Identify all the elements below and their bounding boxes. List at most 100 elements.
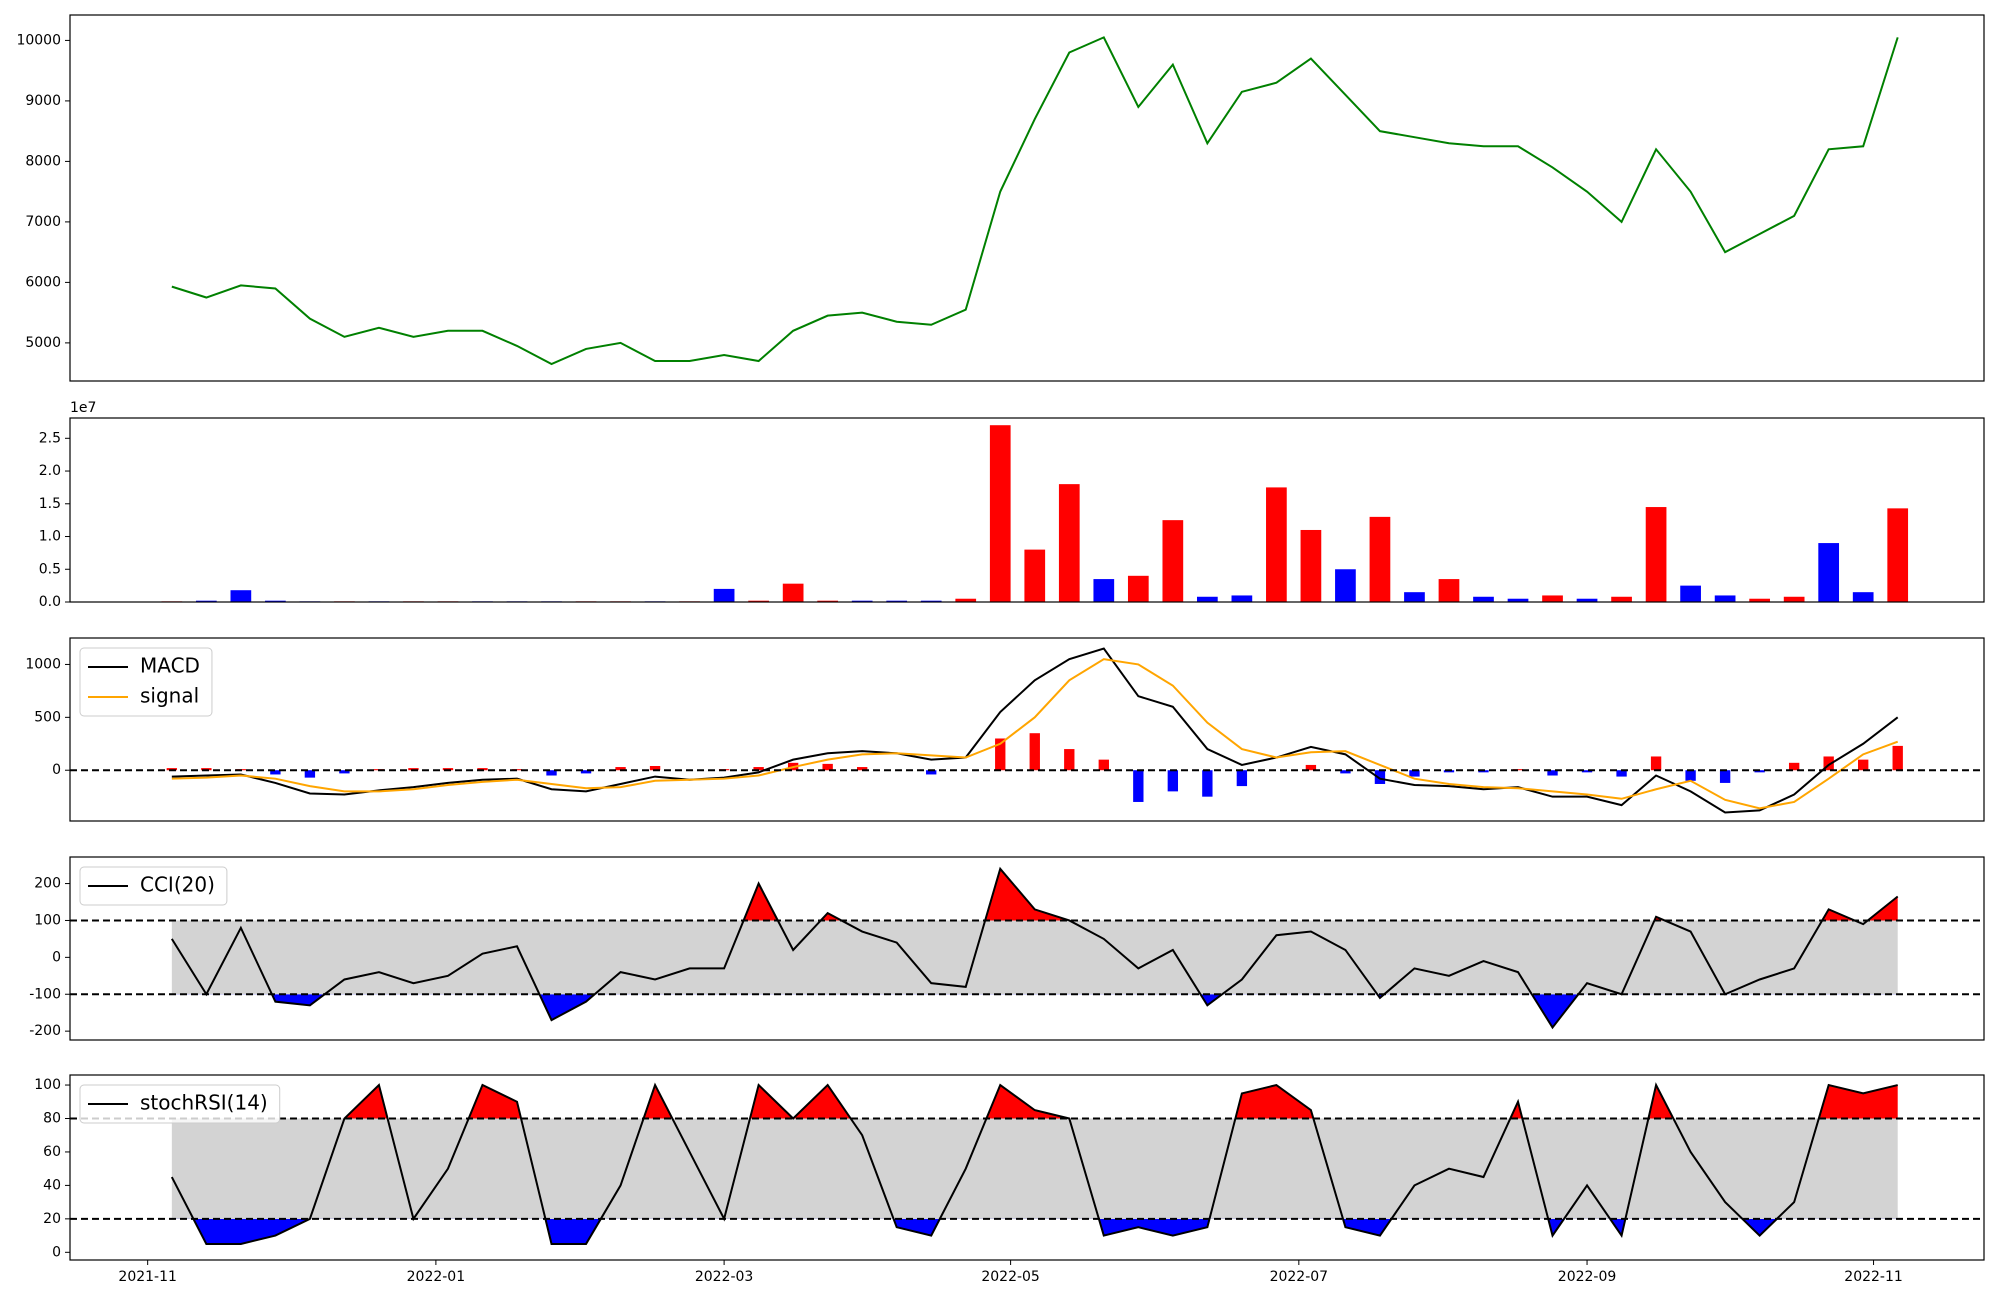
- histogram-bar: [1581, 770, 1593, 773]
- neutral-band: [171, 920, 1898, 995]
- volume-bar: [1093, 579, 1115, 602]
- histogram-bar: [1374, 770, 1386, 784]
- y-tick-label: 20: [43, 1211, 61, 1227]
- x-tick-label: 2021-11: [118, 1269, 177, 1285]
- y-tick-label: 0: [52, 762, 61, 778]
- y-tick-label: 10000: [16, 32, 61, 48]
- y-tick-label: 0.0: [39, 594, 61, 610]
- oversold-fill: [171, 1218, 1898, 1244]
- histogram-bar: [1029, 733, 1040, 771]
- histogram-bar: [1858, 759, 1869, 771]
- volume-bar: [1473, 596, 1494, 602]
- histogram-bar: [753, 767, 764, 771]
- panel-frame: [69, 856, 1985, 1041]
- panel-frame: [69, 1074, 1985, 1261]
- histogram-bar: [1650, 756, 1662, 771]
- histogram-bar: [1512, 769, 1524, 771]
- legend-label: CCI(20): [140, 873, 215, 897]
- plot-area: [70, 647, 1984, 814]
- legend-box: [79, 866, 228, 906]
- volume-bar: [1058, 484, 1080, 602]
- y-tick-label: 40: [43, 1177, 61, 1193]
- legend: CCI(20): [79, 866, 228, 906]
- panel: -200 -100 0 100 200 CCI(20): [29, 856, 1985, 1041]
- y-tick-label: 2.0: [39, 463, 61, 479]
- histogram-bar: [339, 770, 350, 774]
- histogram-bar: [1892, 745, 1903, 771]
- series-line: [170, 866, 1899, 1030]
- volume-bar: [1749, 598, 1770, 602]
- offset-text: 1e7: [70, 400, 96, 416]
- volume-bar: [1507, 598, 1529, 602]
- histogram-bar: [270, 770, 281, 775]
- overbought-fill: [344, 1085, 1898, 1119]
- volume-bar: [713, 588, 735, 602]
- legend-label: signal: [140, 684, 199, 708]
- panel-frame: [69, 14, 1985, 382]
- y-tick-label: 100: [34, 1077, 61, 1093]
- histogram-bar: [615, 767, 626, 771]
- histogram-bar: [1167, 770, 1179, 792]
- histogram-bar: [1788, 762, 1800, 771]
- panel: 0 20 40 60 80 100 2021-11 2022-01 2022-03 2022-05…: [34, 1074, 1985, 1285]
- volume-bar: [1576, 598, 1598, 602]
- x-tick-label: 2022-07: [1270, 1269, 1329, 1285]
- histogram-bar: [201, 768, 212, 771]
- neutral-band: [171, 1118, 1898, 1219]
- volume-bar: [1196, 596, 1218, 602]
- histogram-bar: [1340, 770, 1351, 774]
- plot-area: [70, 866, 1984, 1030]
- plot-area: [161, 425, 1909, 602]
- histogram-bar: [408, 768, 419, 771]
- volume-bar: [1714, 595, 1736, 602]
- volume-bar: [1127, 575, 1149, 602]
- histogram-bar: [1064, 749, 1075, 771]
- oversold-fill: [171, 994, 1898, 1028]
- x-tick-label: 2022-05: [981, 1269, 1040, 1285]
- legend: MACD signal: [79, 647, 213, 717]
- histogram-bar: [1202, 770, 1213, 797]
- volume-bar: [195, 600, 217, 602]
- histogram-bar: [511, 769, 523, 771]
- panel-frame: [69, 637, 1985, 822]
- y-tick-label: 6000: [25, 274, 61, 290]
- histogram-bar: [1823, 756, 1834, 771]
- volume-bar: [1162, 520, 1184, 602]
- volume-bar: [1542, 595, 1563, 602]
- legend-label: MACD: [140, 654, 200, 678]
- series-line: [171, 647, 1899, 814]
- panel: 0.0 0.5 1.0 1.5 2.0 2.5 1e7: [39, 400, 1985, 610]
- histogram-bar: [995, 738, 1006, 771]
- histogram-bar: [1719, 770, 1731, 783]
- volume-bar: [782, 583, 804, 602]
- volume-bar: [265, 600, 286, 602]
- volume-bar: [1300, 529, 1322, 602]
- panel: 0 500 1000 MACD signal: [25, 637, 1985, 822]
- volume-bar: [1680, 585, 1701, 602]
- y-tick-label: 0: [52, 949, 61, 965]
- histogram-bar: [1547, 770, 1558, 776]
- histogram-bar: [1133, 770, 1144, 802]
- volume-bar: [1266, 487, 1287, 602]
- volume-bar: [1369, 516, 1391, 602]
- y-tick-label: -100: [29, 986, 61, 1002]
- y-tick-label: 80: [43, 1110, 61, 1126]
- histogram-bar: [926, 770, 937, 775]
- histogram-bar: [1443, 770, 1455, 773]
- histogram-bar: [442, 768, 454, 771]
- histogram-bar: [1409, 770, 1420, 777]
- volume-bar: [1404, 592, 1425, 602]
- volume-bar: [1887, 508, 1909, 602]
- volume-bar: [230, 590, 252, 602]
- histogram-bar: [1616, 770, 1627, 777]
- volume-bar: [1818, 543, 1840, 602]
- x-tick-label: 2022-11: [1844, 1269, 1903, 1285]
- x-tick-label: 2022-09: [1558, 1269, 1617, 1285]
- histogram-bar: [1478, 770, 1489, 773]
- volume-bar: [1024, 549, 1046, 602]
- y-tick-label: 8000: [25, 153, 61, 169]
- volume-bar: [817, 600, 839, 602]
- legend-box: [79, 647, 213, 717]
- histogram-bar: [1236, 770, 1248, 787]
